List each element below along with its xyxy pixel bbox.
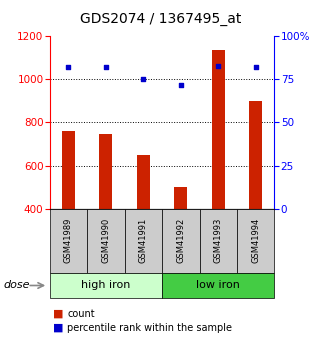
Bar xyxy=(62,131,75,209)
Text: high iron: high iron xyxy=(81,280,131,290)
Text: GSM41991: GSM41991 xyxy=(139,218,148,263)
Point xyxy=(103,65,108,70)
Text: low iron: low iron xyxy=(196,280,240,290)
Bar xyxy=(212,50,225,209)
Text: ■: ■ xyxy=(53,323,64,333)
Text: percentile rank within the sample: percentile rank within the sample xyxy=(67,323,232,333)
Point xyxy=(141,77,146,82)
Bar xyxy=(100,134,112,209)
Text: ■: ■ xyxy=(53,309,64,319)
Point xyxy=(178,82,183,87)
Text: GSM41989: GSM41989 xyxy=(64,218,73,263)
Text: GDS2074 / 1367495_at: GDS2074 / 1367495_at xyxy=(80,12,241,26)
Text: count: count xyxy=(67,309,95,319)
Text: GSM41992: GSM41992 xyxy=(176,218,185,263)
Point xyxy=(253,65,258,70)
Bar xyxy=(137,155,150,209)
Text: GSM41990: GSM41990 xyxy=(101,218,110,263)
Text: dose: dose xyxy=(3,280,30,290)
Text: GSM41993: GSM41993 xyxy=(214,218,223,263)
Point xyxy=(216,63,221,68)
Point xyxy=(66,65,71,70)
Bar xyxy=(174,187,187,209)
Bar xyxy=(249,101,262,209)
Text: GSM41994: GSM41994 xyxy=(251,218,260,263)
